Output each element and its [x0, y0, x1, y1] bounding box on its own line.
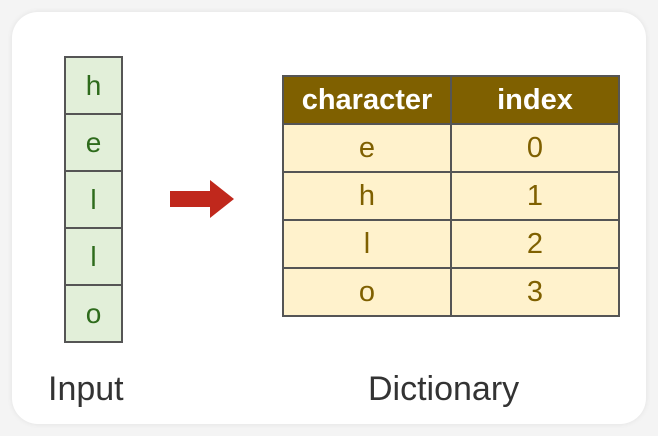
cell-character: l: [282, 219, 452, 269]
table-row: l 2: [282, 219, 620, 269]
input-sequence: h e l l o: [64, 56, 123, 343]
dictionary-caption: Dictionary: [368, 370, 520, 408]
input-char-cell: l: [66, 229, 121, 286]
input-char-cell: o: [66, 286, 121, 341]
cell-index: 2: [450, 219, 620, 269]
table-row: o 3: [282, 267, 620, 317]
right-arrow-icon: [170, 180, 234, 218]
cell-character: h: [282, 171, 452, 221]
dictionary-table: character index e 0 h 1 l 2 o 3: [282, 75, 620, 317]
cell-index: 0: [450, 123, 620, 173]
input-char-cell: e: [66, 115, 121, 172]
cell-index: 1: [450, 171, 620, 221]
input-caption: Input: [48, 370, 124, 408]
header-index: index: [450, 75, 620, 125]
input-char-cell: h: [66, 58, 121, 115]
cell-index: 3: [450, 267, 620, 317]
cell-character: o: [282, 267, 452, 317]
cell-character: e: [282, 123, 452, 173]
table-header-row: character index: [282, 75, 620, 125]
table-row: h 1: [282, 171, 620, 221]
table-row: e 0: [282, 123, 620, 173]
header-character: character: [282, 75, 452, 125]
input-char-cell: l: [66, 172, 121, 229]
